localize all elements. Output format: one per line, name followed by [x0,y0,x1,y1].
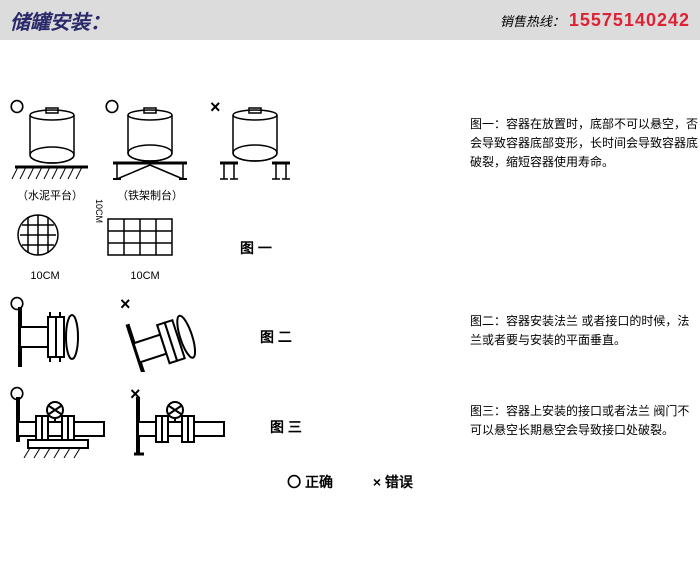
figure-2-row: 〇 × [0,302,700,372]
base-details: 10CM 10CM 10CM 图 一 [10,213,272,282]
valve-icon [10,392,110,462]
tank-cement-correct: 〇 [10,105,90,203]
correct-mark: 〇 [10,384,24,404]
round-base-detail: 10CM [10,213,80,282]
content: 〇 [0,40,700,492]
correct-mark: 〇 [105,97,119,117]
tank-steel-correct: 〇 （铁架制台） [105,105,195,203]
grate-rect-icon [100,213,180,268]
caption: （铁架制台） [105,187,195,203]
header-bar: 储罐安装： 销售热线： 15575140242 [0,0,700,40]
figure-1-row: 〇 [0,105,700,203]
caption: （水泥平台） [10,187,90,203]
tank-icon [105,105,195,185]
valve-icon [130,392,230,462]
figure-1-label: 图 一 [240,238,272,258]
figure-1-detail-row: 10CM 10CM 10CM 图 一 [0,213,700,282]
valve-unsupported-wrong: × [130,392,230,462]
rect-base-detail: 10CM 10CM [100,213,190,282]
hotline: 销售热线： 15575140242 [500,10,690,31]
hotline-number: 15575140242 [569,10,690,31]
legend-wrong: × 错误 [373,474,413,490]
wrong-mark: × [130,384,141,405]
figure-2-diagrams: 〇 × [10,302,292,372]
figure-1-diagrams: 〇 [10,105,300,203]
figure-3-diagrams: 〇 [10,392,302,462]
legend: 〇 正确 × 错误 [0,472,700,492]
grate-round-icon [10,213,70,268]
page-title: 储罐安装： [10,6,110,35]
hotline-label: 销售热线： [500,11,565,30]
dim-label-v: 10CM [94,199,104,223]
figure-2-label: 图 二 [260,327,292,347]
valve-supported-correct: 〇 [10,392,110,462]
figure-3-label: 图 三 [270,417,302,437]
correct-mark: 〇 [10,97,24,117]
dim-label: 10CM [100,270,190,282]
flange-wrong: × [120,302,220,372]
flange-angled-icon [120,302,220,372]
tank-suspended-wrong: × [210,105,300,185]
wrong-mark: × [120,294,131,315]
legend-correct: 〇 正确 [287,474,333,490]
dim-label: 10CM [10,270,80,282]
figure-1-desc: 图一：容器在放置时，底部不可以悬空，否会导致容器底部变形，长时间会导致容器底破裂… [470,105,700,173]
figure-3-desc: 图三：容器上安装的接口或者法兰 阀门不可以悬空长期悬空会导致接口处破裂。 [470,392,700,440]
figure-2-desc: 图二：容器安装法兰 或者接口的时候，法兰或者要与安装的平面垂直。 [470,302,700,350]
wrong-mark: × [210,97,221,118]
flange-correct: 〇 [10,302,100,372]
tank-icon [10,105,90,185]
tank-icon [210,105,300,185]
correct-mark: 〇 [10,294,24,314]
figure-3-row: 〇 [0,392,700,462]
